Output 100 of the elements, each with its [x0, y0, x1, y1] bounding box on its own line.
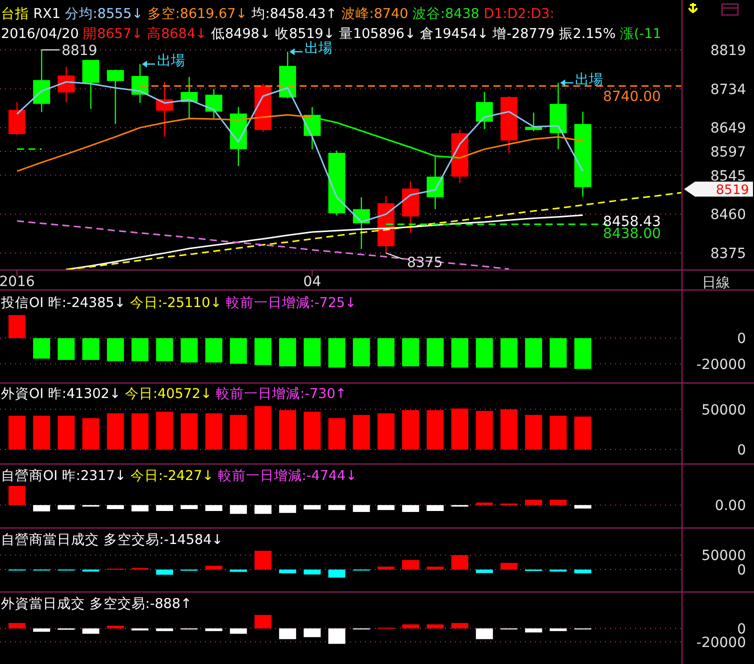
bar — [328, 570, 346, 578]
bar — [550, 628, 567, 632]
y-tick-label: 0 — [737, 562, 746, 579]
bar — [304, 628, 321, 638]
bar — [230, 414, 247, 450]
bar — [550, 500, 567, 506]
y-tick-label: 0 — [737, 442, 746, 459]
bar — [106, 413, 124, 450]
bar — [451, 555, 468, 570]
y-tick-label: -20000 — [696, 356, 746, 373]
y-tick-label: 8460 — [710, 207, 746, 224]
y-tick-label: 8734 — [710, 82, 746, 98]
bar — [156, 412, 174, 450]
candlestick — [106, 68, 124, 125]
chart-title: 外資當日成交 多空交易:-888↑ — [1, 596, 192, 612]
bar — [525, 414, 542, 450]
bar — [254, 406, 272, 450]
bar — [328, 418, 346, 450]
bar — [500, 562, 518, 570]
bar — [180, 505, 198, 510]
bar — [58, 416, 75, 450]
text: 台指 RX1 分均:8555↓ 多空:8619.67↓ 均:8458.43↑ 波峰:8740 波谷:8438 D1:D2:D3: — [1, 6, 554, 22]
y-tick-label: -20000 — [696, 634, 746, 651]
y-tick-label: 50000 — [701, 548, 746, 564]
bar — [451, 623, 468, 628]
bar — [378, 505, 394, 510]
bar — [574, 505, 592, 509]
chart-title: 自營商OI 昨:2317↓ 今日:-2427↓ 較前一日增減:-4744↓ — [1, 468, 357, 484]
bar — [574, 570, 592, 574]
bar — [525, 500, 542, 506]
bar — [254, 614, 272, 628]
ref-line-label: 0.00 — [714, 498, 746, 514]
bar — [378, 566, 394, 570]
bar — [33, 416, 50, 450]
x-tick-label: 04 — [303, 274, 322, 290]
bar — [525, 628, 542, 632]
bar — [8, 486, 26, 506]
bar — [378, 413, 394, 450]
bar — [500, 409, 518, 450]
x-tick-label: 2016 — [0, 274, 35, 290]
annotation: 8740.00 — [603, 89, 661, 106]
bar — [230, 628, 247, 634]
bar — [180, 413, 198, 450]
bar — [82, 418, 100, 450]
bar — [451, 408, 468, 450]
bar — [550, 416, 567, 450]
annotation: 出場 — [304, 40, 333, 57]
annotation: 8438.00 — [603, 226, 661, 242]
bar — [304, 505, 321, 510]
annotation: 出場 — [157, 53, 185, 70]
y-tick-label: 0 — [737, 331, 746, 348]
bar — [304, 570, 321, 574]
bar — [106, 505, 124, 510]
bar — [106, 626, 124, 628]
bar — [402, 624, 420, 628]
bar — [279, 505, 296, 513]
bar — [476, 410, 493, 450]
bar — [8, 416, 26, 450]
bar — [402, 410, 420, 450]
bar — [279, 628, 296, 640]
bar — [205, 413, 222, 450]
bar — [254, 505, 272, 514]
bar — [279, 410, 296, 450]
bar — [352, 505, 370, 512]
bar — [156, 570, 174, 575]
bar — [426, 410, 444, 450]
text: 2016/04/20 開8657↓ 高8684↓ 低8498↓ 收8519↓ 量105896↓ 倉19454↓ 增-28779 振2.15% 漲(-11 — [1, 26, 662, 42]
bar — [33, 628, 50, 632]
candlestick — [205, 88, 222, 119]
bar — [156, 628, 174, 632]
candlestick — [476, 91, 493, 130]
bar — [156, 505, 174, 511]
x-axis-title: 日線 — [702, 275, 730, 291]
y-tick-label: 0 — [737, 621, 746, 638]
bar — [205, 566, 222, 570]
y-tick-label: 8545 — [710, 168, 746, 184]
bar — [476, 502, 493, 506]
bar — [82, 628, 100, 634]
candlestick — [82, 59, 100, 110]
candlestick — [33, 49, 50, 113]
text: 8519 — [716, 183, 749, 198]
bar — [574, 416, 592, 450]
bar — [33, 505, 50, 512]
bar — [8, 623, 26, 628]
bar — [205, 505, 222, 511]
candlestick — [58, 66, 75, 103]
bar — [304, 412, 321, 450]
bar — [476, 628, 493, 640]
bar — [402, 505, 420, 512]
y-tick-label: 8375 — [710, 246, 746, 262]
line-series — [459, 136, 584, 159]
y-tick-label: 50000 — [701, 402, 746, 418]
line-series — [16, 220, 510, 270]
bar — [426, 624, 444, 628]
chart-title: 自營商當日成交 多空交易:-14584↓ — [1, 532, 223, 548]
bar — [279, 570, 296, 574]
chart-title: 投信OI 昨:-24385↓ 今日:-25110↓ 較前一日增減:-725↓ — [0, 295, 356, 311]
y-tick-label: 8819 — [710, 42, 746, 59]
bar — [230, 505, 247, 514]
annotation: 8375 — [407, 255, 443, 272]
